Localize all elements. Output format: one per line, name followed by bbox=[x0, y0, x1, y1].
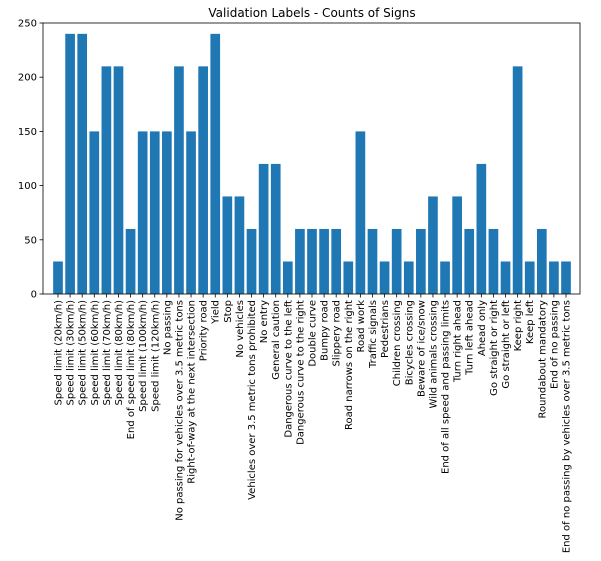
x-tick-label-1: Speed limit (30km/h) bbox=[66, 300, 77, 406]
x-tick-label-15: No vehicles bbox=[235, 300, 246, 358]
bar-17 bbox=[258, 163, 269, 294]
y-tick-label-2: 100 bbox=[18, 181, 37, 192]
x-tick-label-39: Keep left bbox=[525, 300, 536, 344]
bar-26 bbox=[367, 228, 378, 294]
x-tick-label-38: Keep right bbox=[513, 300, 524, 351]
x-tick-label-27: Pedestrians bbox=[380, 300, 391, 358]
x-tick-label-29: Bicycles crossing bbox=[404, 300, 415, 385]
bar-39 bbox=[524, 261, 535, 294]
x-tick-label-5: Speed limit (80km/h) bbox=[114, 300, 125, 406]
x-tick-label-19: Dangerous curve to the left bbox=[283, 300, 294, 438]
y-tick-label-1: 50 bbox=[24, 235, 37, 246]
y-tick-label-3: 150 bbox=[18, 127, 37, 138]
bar-9 bbox=[162, 131, 172, 294]
x-tick-label-0: Speed limit (20km/h) bbox=[54, 300, 65, 406]
chart-title: Validation Labels - Counts of Signs bbox=[208, 6, 415, 20]
bar-24 bbox=[343, 261, 354, 294]
x-axis: Speed limit (20km/h) Speed limit (30km/h)… bbox=[54, 294, 573, 553]
bar-41 bbox=[549, 261, 559, 294]
x-tick-label-33: Turn right ahead bbox=[453, 300, 464, 383]
bars-group bbox=[53, 33, 571, 295]
bar-19 bbox=[282, 261, 293, 294]
x-tick-label-30: Beware of ice/snow bbox=[416, 300, 427, 397]
bar-3 bbox=[89, 131, 100, 294]
x-tick-label-2: Speed limit (50km/h) bbox=[78, 300, 89, 406]
y-axis: 0 50 100 150 200 250 bbox=[18, 19, 43, 301]
x-tick-label-26: Traffic signals bbox=[368, 300, 379, 369]
bar-10 bbox=[174, 66, 184, 294]
bar-21 bbox=[307, 228, 317, 294]
bar-8 bbox=[149, 131, 160, 294]
x-tick-label-28: Children crossing bbox=[392, 300, 403, 386]
x-tick-label-23: Slippery road bbox=[332, 300, 343, 366]
x-tick-label-37: Go straight or left bbox=[501, 300, 512, 389]
bar-2 bbox=[77, 33, 88, 295]
x-tick-label-12: Priority road bbox=[199, 300, 210, 361]
bar-28 bbox=[391, 228, 402, 294]
bar-22 bbox=[319, 228, 329, 294]
bar-0 bbox=[53, 261, 63, 294]
x-tick-label-8: Speed limit (120km/h) bbox=[150, 300, 161, 412]
bar-1 bbox=[65, 33, 75, 295]
bar-38 bbox=[512, 66, 523, 294]
bar-15 bbox=[234, 196, 245, 294]
bar-25 bbox=[355, 131, 366, 294]
bar-27 bbox=[379, 261, 390, 294]
x-tick-label-17: No entry bbox=[259, 300, 270, 343]
bar-35 bbox=[476, 163, 487, 294]
x-tick-label-13: Yield bbox=[211, 300, 222, 325]
bar-16 bbox=[246, 228, 257, 294]
bar-34 bbox=[464, 228, 475, 294]
bar-12 bbox=[198, 66, 208, 294]
bar-37 bbox=[500, 261, 511, 294]
x-tick-label-9: No passing bbox=[162, 300, 173, 355]
bar-36 bbox=[488, 228, 499, 294]
x-tick-label-10: No passing for vehicles over 3.5 metric … bbox=[174, 300, 185, 521]
x-tick-label-36: Go straight or right bbox=[489, 300, 500, 396]
x-tick-label-11: Right-of-way at the next intersection bbox=[187, 300, 198, 484]
x-tick-label-6: End of speed limit (80km/h) bbox=[126, 300, 137, 439]
y-tick-label-0: 0 bbox=[31, 290, 37, 301]
x-tick-label-24: Road narrows on the right bbox=[344, 300, 355, 430]
x-tick-label-3: Speed limit (60km/h) bbox=[90, 300, 101, 406]
bar-32 bbox=[440, 261, 450, 294]
x-tick-label-16: Vehicles over 3.5 metric tons prohibited bbox=[247, 300, 258, 500]
bar-29 bbox=[403, 261, 414, 294]
x-tick-label-42: End of no passing by vehicles over 3.5 m… bbox=[562, 300, 573, 553]
x-tick-label-34: Turn left ahead bbox=[465, 300, 476, 376]
x-tick-label-21: Double curve bbox=[308, 300, 319, 367]
x-tick-label-22: Bumpy road bbox=[320, 300, 331, 361]
bar-4 bbox=[101, 66, 112, 294]
bar-30 bbox=[416, 228, 426, 294]
bar-18 bbox=[270, 163, 281, 294]
x-tick-label-20: Dangerous curve to the right bbox=[295, 300, 306, 445]
x-tick-label-41: End of no passing bbox=[549, 300, 560, 389]
bar-40 bbox=[536, 228, 547, 294]
bar-31 bbox=[428, 196, 438, 294]
x-tick-label-14: Stop bbox=[223, 300, 234, 323]
x-tick-label-18: General caution bbox=[271, 300, 282, 380]
bar-5 bbox=[113, 66, 124, 294]
x-tick-label-32: End of all speed and passing limits bbox=[441, 300, 452, 474]
bar-20 bbox=[295, 228, 305, 294]
x-tick-label-35: Ahead only bbox=[477, 300, 488, 356]
bar-13 bbox=[210, 33, 221, 295]
x-tick-label-31: Wild animals crossing bbox=[428, 300, 439, 408]
bar-7 bbox=[137, 131, 148, 294]
bar-11 bbox=[186, 131, 196, 294]
x-tick-label-7: Speed limit (100km/h) bbox=[138, 300, 149, 412]
plot-frame bbox=[42, 22, 581, 295]
y-tick-label-4: 200 bbox=[18, 73, 37, 84]
x-tick-label-25: Road work bbox=[356, 300, 367, 353]
bar-14 bbox=[222, 196, 233, 294]
y-tick-label-5: 250 bbox=[18, 19, 37, 30]
x-tick-label-4: Speed limit (70km/h) bbox=[102, 300, 113, 406]
x-tick-label-40: Roundabout mandatory bbox=[537, 300, 548, 419]
bar-33 bbox=[452, 196, 462, 294]
bar-42 bbox=[561, 261, 571, 294]
bar-23 bbox=[331, 228, 342, 294]
bar-6 bbox=[125, 228, 136, 294]
